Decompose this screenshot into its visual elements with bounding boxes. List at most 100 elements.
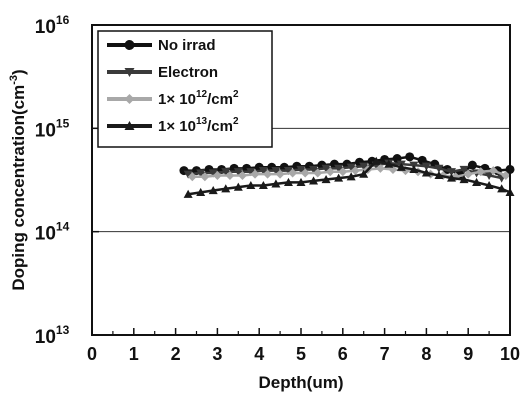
data-point <box>233 168 243 177</box>
data-point <box>208 169 218 178</box>
x-tick-label: 1 <box>129 344 139 364</box>
data-point <box>246 168 256 177</box>
y-tick-labels: 1013 1014 1015 1016 <box>35 13 70 348</box>
data-point <box>375 163 385 173</box>
legend-item: Electron <box>107 64 218 81</box>
x-tick-label: 9 <box>463 344 473 364</box>
series-2 <box>183 159 507 183</box>
data-point <box>309 165 319 174</box>
data-point <box>221 184 231 193</box>
data-point <box>183 170 193 179</box>
data-point <box>225 170 235 180</box>
data-point <box>296 165 306 174</box>
legend-item: 1× 1013/cm2 <box>107 116 239 135</box>
y-axis-title-main: Doping concentration(cm <box>9 85 28 291</box>
x-tick-label: 5 <box>296 344 306 364</box>
data-point <box>346 163 356 172</box>
data-point <box>271 166 281 176</box>
data-point <box>417 155 427 165</box>
data-point <box>359 169 369 178</box>
data-point <box>334 164 344 173</box>
data-point <box>446 173 456 182</box>
x-tick-labels: 0 1 2 3 4 5 6 7 8 9 10 <box>87 344 520 364</box>
data-point <box>300 168 310 178</box>
data-point <box>183 189 193 198</box>
legend: No irrad Electron 1× 1012/cm2 1× 1013/cm2 <box>97 30 273 148</box>
data-point <box>208 186 218 195</box>
data-point <box>263 169 273 179</box>
legend-label: 1× 1012/cm2 <box>158 89 239 108</box>
data-point <box>246 180 256 190</box>
legend-label: 1× 1013/cm2 <box>158 116 239 135</box>
y-axis-title: Doping concentration(cm-3) <box>8 69 28 290</box>
legend-item: 1× 1012/cm2 <box>107 89 239 108</box>
x-tick-label: 10 <box>500 344 520 364</box>
x-tick-label: 6 <box>338 344 348 364</box>
data-point <box>484 180 494 190</box>
data-point <box>484 171 494 180</box>
x-tick-label: 0 <box>87 344 97 364</box>
data-point <box>321 164 331 173</box>
legend-marker <box>124 68 135 77</box>
data-point <box>463 169 473 179</box>
data-point <box>334 173 344 182</box>
y-axis-title-exponent: -3 <box>8 75 20 85</box>
data-point <box>384 159 394 168</box>
data-point <box>359 162 369 171</box>
legend-marker <box>124 121 135 130</box>
data-point <box>313 168 323 178</box>
data-point <box>221 168 231 177</box>
data-point <box>459 165 469 174</box>
y-tick-label: 1014 <box>35 220 70 245</box>
series-4 <box>183 156 515 198</box>
data-point <box>271 179 281 188</box>
data-point <box>288 168 298 178</box>
x-axis-title: Depth(um) <box>259 373 344 392</box>
legend-marker <box>124 40 135 50</box>
data-point <box>296 177 306 186</box>
legend-item: No irrad <box>107 37 216 54</box>
data-point <box>237 170 247 180</box>
data-point <box>434 170 444 180</box>
data-point <box>346 172 356 181</box>
data-point <box>325 167 335 177</box>
data-point <box>212 170 222 180</box>
data-point <box>338 167 348 177</box>
data-point <box>405 152 415 162</box>
data-point <box>350 166 360 176</box>
data-point <box>501 170 511 180</box>
data-point <box>321 174 331 184</box>
data-point <box>459 174 469 184</box>
data-point <box>258 180 268 190</box>
data-point <box>497 184 507 193</box>
data-point <box>283 177 293 186</box>
data-series <box>179 152 515 198</box>
data-point <box>434 164 444 173</box>
legend-marker <box>124 94 135 104</box>
data-point <box>233 182 243 191</box>
data-point <box>409 164 419 174</box>
data-point <box>476 167 486 177</box>
data-point <box>275 169 285 179</box>
legend-label: Electron <box>158 64 218 81</box>
y-tick-label: 1016 <box>35 13 70 38</box>
x-tick-label: 3 <box>212 344 222 364</box>
data-point <box>196 187 206 196</box>
data-point <box>196 169 206 178</box>
data-point <box>371 156 381 165</box>
data-point <box>187 172 197 182</box>
y-tick-label: 1015 <box>35 116 70 141</box>
data-point <box>472 177 482 186</box>
legend-label: No irrad <box>158 37 216 54</box>
data-point <box>283 166 293 176</box>
data-point <box>467 160 477 170</box>
data-point <box>258 166 268 176</box>
y-tick-label: 1013 <box>35 323 70 348</box>
data-point <box>421 168 431 177</box>
x-tick-label: 8 <box>421 344 431 364</box>
x-tick-label: 2 <box>171 344 181 364</box>
data-point <box>309 176 319 185</box>
axis-ticks <box>91 24 511 336</box>
x-tick-label: 4 <box>254 344 264 364</box>
